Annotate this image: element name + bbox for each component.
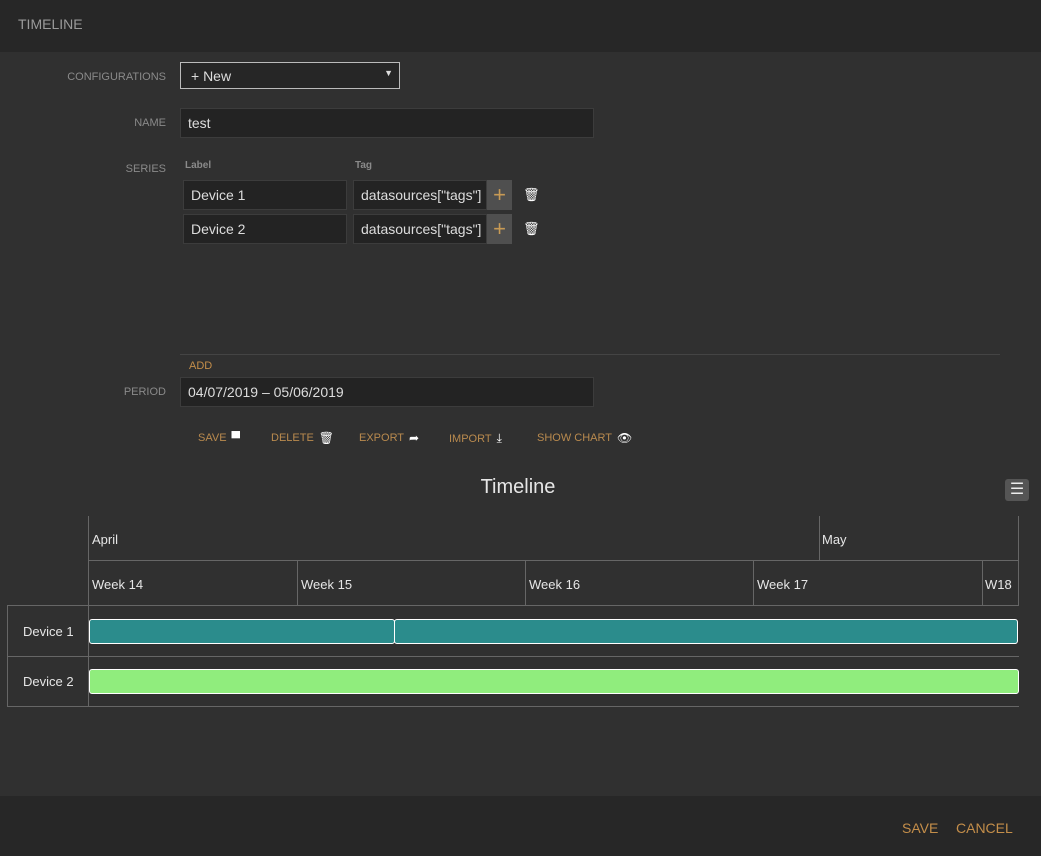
delete-label: DELETE [271, 432, 314, 444]
export-button[interactable]: EXPORT ➦ [359, 431, 419, 445]
grid-line [1018, 516, 1019, 606]
grid-line [7, 706, 1019, 707]
plus-icon: + [493, 216, 506, 241]
dropdown-arrow-icon: ▼ [384, 68, 393, 78]
month-label: May [822, 532, 847, 547]
export-label: EXPORT [359, 432, 405, 444]
week-label: Week 17 [757, 577, 809, 592]
page-title: TIMELINE [18, 16, 83, 32]
trash-icon: 🗑 [523, 221, 540, 236]
grid-line [982, 560, 983, 605]
configurations-select[interactable]: + New ▼ [180, 62, 400, 89]
grid-line [297, 560, 298, 605]
tag-column-header: Tag [355, 160, 373, 171]
week-label: Week 15 [301, 577, 353, 592]
series-tag-input[interactable]: datasources["tags"] [353, 180, 487, 210]
chart-title: Timeline [480, 476, 556, 498]
top-bar [0, 0, 1041, 52]
week-label: Week 16 [529, 577, 581, 592]
import-button[interactable]: IMPORT ⤓ [449, 431, 502, 446]
save-config-button[interactable]: SAVE ▀ [198, 431, 240, 445]
share-icon: ➦ [409, 431, 420, 445]
grid-line [7, 605, 1019, 606]
period-input[interactable]: 04/07/2019 – 05/06/2019 [180, 377, 594, 407]
month-label: April [92, 532, 119, 547]
save-label: SAVE [198, 432, 227, 444]
week-label: Week 14 [92, 577, 144, 592]
grid-line [7, 656, 1019, 657]
series-label-input[interactable]: Device 1 [183, 180, 347, 210]
trash-icon: 🗑 [523, 187, 540, 202]
add-tag-button[interactable]: + [487, 214, 512, 244]
trash-icon: 🗑 [318, 431, 335, 445]
gantt-bar-device-1[interactable] [89, 619, 395, 644]
category-label: Device 1 [23, 624, 74, 639]
grid-line [819, 516, 820, 560]
plus-icon: + [493, 182, 506, 207]
delete-series-button[interactable]: 🗑 [523, 221, 540, 237]
grid-line [7, 605, 8, 707]
save-button[interactable]: SAVE [902, 820, 939, 836]
show-chart-button[interactable]: SHOW CHART 👁 [537, 431, 632, 445]
configurations-label: CONFIGURATIONS [67, 71, 166, 83]
save-icon: ▀ [231, 431, 241, 445]
show-chart-label: SHOW CHART [537, 432, 612, 444]
footer-bar [0, 796, 1041, 856]
name-label: NAME [134, 117, 166, 129]
period-label: PERIOD [123, 386, 166, 398]
hamburger-icon: ☰ [1009, 481, 1025, 498]
category-label: Device 2 [23, 674, 74, 689]
eye-icon: 👁 [616, 431, 633, 445]
gantt-bar-device-1[interactable] [394, 619, 1018, 644]
series-label-input[interactable]: Device 2 [183, 214, 347, 244]
label-column-header: Label [185, 160, 212, 171]
cancel-button[interactable]: CANCEL [956, 820, 1013, 836]
grid-line [753, 560, 754, 605]
delete-series-button[interactable]: 🗑 [523, 187, 540, 203]
series-tag-input[interactable]: datasources["tags"] [353, 214, 487, 244]
download-icon: ⤓ [496, 431, 502, 445]
chart-menu-button[interactable]: ☰ [1005, 479, 1029, 501]
grid-line [88, 560, 1019, 561]
name-input[interactable]: test [180, 108, 594, 138]
add-tag-button[interactable]: + [487, 180, 512, 210]
series-label: SERIES [125, 163, 166, 175]
add-series-button[interactable]: ADD [189, 360, 213, 372]
gantt-bar-device-2[interactable] [89, 669, 1019, 694]
import-label: IMPORT [449, 432, 492, 445]
grid-line [88, 516, 89, 707]
grid-line [525, 560, 526, 605]
delete-config-button[interactable]: DELETE 🗑 [271, 431, 334, 445]
divider [180, 354, 1000, 355]
configurations-value: + New [191, 67, 232, 84]
week-label: W18 [985, 577, 1012, 592]
